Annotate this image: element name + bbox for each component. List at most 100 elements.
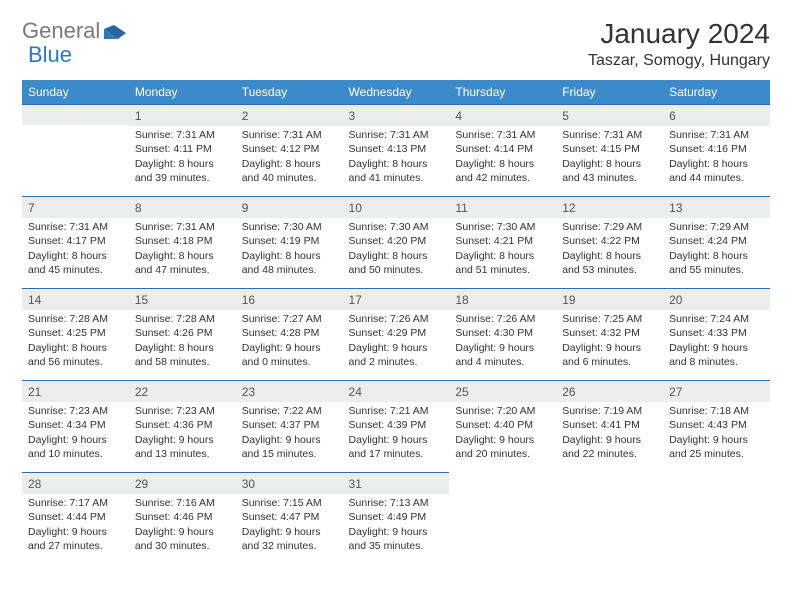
day-data: Sunrise: 7:31 AMSunset: 4:12 PMDaylight:… — [236, 126, 343, 189]
calendar-week-row: 21Sunrise: 7:23 AMSunset: 4:34 PMDayligh… — [22, 380, 770, 472]
sunset-text: Sunset: 4:25 PM — [28, 326, 123, 340]
day-number: 4 — [449, 104, 556, 126]
day-data: Sunrise: 7:18 AMSunset: 4:43 PMDaylight:… — [663, 402, 770, 465]
daylight-text: Daylight: 9 hours — [349, 341, 444, 355]
sunset-text: Sunset: 4:21 PM — [455, 234, 550, 248]
day-number: 6 — [663, 104, 770, 126]
daylight-text: and 30 minutes. — [135, 539, 230, 553]
sunrise-text: Sunrise: 7:31 AM — [28, 220, 123, 234]
calendar-cell — [663, 472, 770, 564]
daylight-text: Daylight: 9 hours — [669, 341, 764, 355]
day-number: 18 — [449, 288, 556, 310]
calendar-cell: 6Sunrise: 7:31 AMSunset: 4:16 PMDaylight… — [663, 104, 770, 196]
sunset-text: Sunset: 4:44 PM — [28, 510, 123, 524]
day-data: Sunrise: 7:30 AMSunset: 4:20 PMDaylight:… — [343, 218, 450, 281]
daylight-text: and 56 minutes. — [28, 355, 123, 369]
sunset-text: Sunset: 4:12 PM — [242, 142, 337, 156]
daylight-text: Daylight: 9 hours — [455, 433, 550, 447]
day-data: Sunrise: 7:31 AMSunset: 4:15 PMDaylight:… — [556, 126, 663, 189]
logo-mark-icon — [104, 23, 126, 39]
sunset-text: Sunset: 4:34 PM — [28, 418, 123, 432]
brand-part2: Blue — [28, 42, 72, 68]
daylight-text: and 53 minutes. — [562, 263, 657, 277]
daylight-text: Daylight: 8 hours — [349, 157, 444, 171]
day-data: Sunrise: 7:15 AMSunset: 4:47 PMDaylight:… — [236, 494, 343, 557]
sunrise-text: Sunrise: 7:29 AM — [562, 220, 657, 234]
calendar-cell: 14Sunrise: 7:28 AMSunset: 4:25 PMDayligh… — [22, 288, 129, 380]
sunrise-text: Sunrise: 7:19 AM — [562, 404, 657, 418]
calendar-week-row: 1Sunrise: 7:31 AMSunset: 4:11 PMDaylight… — [22, 104, 770, 196]
daylight-text: and 47 minutes. — [135, 263, 230, 277]
daylight-text: and 55 minutes. — [669, 263, 764, 277]
calendar-cell: 9Sunrise: 7:30 AMSunset: 4:19 PMDaylight… — [236, 196, 343, 288]
daylight-text: Daylight: 8 hours — [349, 249, 444, 263]
daylight-text: Daylight: 9 hours — [28, 433, 123, 447]
sunrise-text: Sunrise: 7:24 AM — [669, 312, 764, 326]
sunset-text: Sunset: 4:36 PM — [135, 418, 230, 432]
weekday-header: Saturday — [663, 80, 770, 104]
daylight-text: and 32 minutes. — [242, 539, 337, 553]
daylight-text: and 51 minutes. — [455, 263, 550, 277]
daylight-text: and 48 minutes. — [242, 263, 337, 277]
calendar-cell — [449, 472, 556, 564]
daylight-text: Daylight: 9 hours — [135, 433, 230, 447]
sunset-text: Sunset: 4:28 PM — [242, 326, 337, 340]
day-data: Sunrise: 7:30 AMSunset: 4:19 PMDaylight:… — [236, 218, 343, 281]
daylight-text: Daylight: 8 hours — [28, 341, 123, 355]
sunset-text: Sunset: 4:26 PM — [135, 326, 230, 340]
calendar-cell: 27Sunrise: 7:18 AMSunset: 4:43 PMDayligh… — [663, 380, 770, 472]
day-number: 7 — [22, 196, 129, 218]
day-number: 26 — [556, 380, 663, 402]
sunset-text: Sunset: 4:18 PM — [135, 234, 230, 248]
day-data: Sunrise: 7:30 AMSunset: 4:21 PMDaylight:… — [449, 218, 556, 281]
daylight-text: Daylight: 8 hours — [455, 249, 550, 263]
day-number: 22 — [129, 380, 236, 402]
day-data: Sunrise: 7:21 AMSunset: 4:39 PMDaylight:… — [343, 402, 450, 465]
title-block: January 2024 Taszar, Somogy, Hungary — [588, 18, 770, 70]
daylight-text: Daylight: 9 hours — [242, 525, 337, 539]
calendar-cell: 8Sunrise: 7:31 AMSunset: 4:18 PMDaylight… — [129, 196, 236, 288]
weekday-header: Tuesday — [236, 80, 343, 104]
calendar-cell: 19Sunrise: 7:25 AMSunset: 4:32 PMDayligh… — [556, 288, 663, 380]
day-data: Sunrise: 7:16 AMSunset: 4:46 PMDaylight:… — [129, 494, 236, 557]
daylight-text: Daylight: 8 hours — [28, 249, 123, 263]
calendar-cell: 18Sunrise: 7:26 AMSunset: 4:30 PMDayligh… — [449, 288, 556, 380]
day-number: 3 — [343, 104, 450, 126]
location: Taszar, Somogy, Hungary — [588, 52, 770, 70]
calendar-cell: 7Sunrise: 7:31 AMSunset: 4:17 PMDaylight… — [22, 196, 129, 288]
day-number: 19 — [556, 288, 663, 310]
daylight-text: and 42 minutes. — [455, 171, 550, 185]
daylight-text: and 0 minutes. — [242, 355, 337, 369]
calendar-header-row: SundayMondayTuesdayWednesdayThursdayFrid… — [22, 80, 770, 104]
daylight-text: Daylight: 9 hours — [242, 341, 337, 355]
daylight-text: Daylight: 8 hours — [669, 249, 764, 263]
sunset-text: Sunset: 4:47 PM — [242, 510, 337, 524]
day-data: Sunrise: 7:31 AMSunset: 4:16 PMDaylight:… — [663, 126, 770, 189]
sunset-text: Sunset: 4:41 PM — [562, 418, 657, 432]
calendar-cell: 12Sunrise: 7:29 AMSunset: 4:22 PMDayligh… — [556, 196, 663, 288]
daylight-text: and 2 minutes. — [349, 355, 444, 369]
daylight-text: and 39 minutes. — [135, 171, 230, 185]
sunset-text: Sunset: 4:32 PM — [562, 326, 657, 340]
daylight-text: and 41 minutes. — [349, 171, 444, 185]
calendar-cell: 16Sunrise: 7:27 AMSunset: 4:28 PMDayligh… — [236, 288, 343, 380]
calendar-cell: 31Sunrise: 7:13 AMSunset: 4:49 PMDayligh… — [343, 472, 450, 564]
sunrise-text: Sunrise: 7:28 AM — [28, 312, 123, 326]
sunset-text: Sunset: 4:49 PM — [349, 510, 444, 524]
sunset-text: Sunset: 4:29 PM — [349, 326, 444, 340]
calendar-cell — [556, 472, 663, 564]
sunrise-text: Sunrise: 7:23 AM — [28, 404, 123, 418]
daylight-text: Daylight: 9 hours — [562, 341, 657, 355]
day-number: 10 — [343, 196, 450, 218]
day-data: Sunrise: 7:26 AMSunset: 4:29 PMDaylight:… — [343, 310, 450, 373]
daylight-text: Daylight: 8 hours — [562, 157, 657, 171]
sunrise-text: Sunrise: 7:15 AM — [242, 496, 337, 510]
weekday-header: Friday — [556, 80, 663, 104]
day-number: 2 — [236, 104, 343, 126]
daylight-text: Daylight: 9 hours — [455, 341, 550, 355]
day-data: Sunrise: 7:23 AMSunset: 4:34 PMDaylight:… — [22, 402, 129, 465]
calendar-cell: 25Sunrise: 7:20 AMSunset: 4:40 PMDayligh… — [449, 380, 556, 472]
day-data: Sunrise: 7:29 AMSunset: 4:24 PMDaylight:… — [663, 218, 770, 281]
sunrise-text: Sunrise: 7:26 AM — [349, 312, 444, 326]
daylight-text: and 20 minutes. — [455, 447, 550, 461]
